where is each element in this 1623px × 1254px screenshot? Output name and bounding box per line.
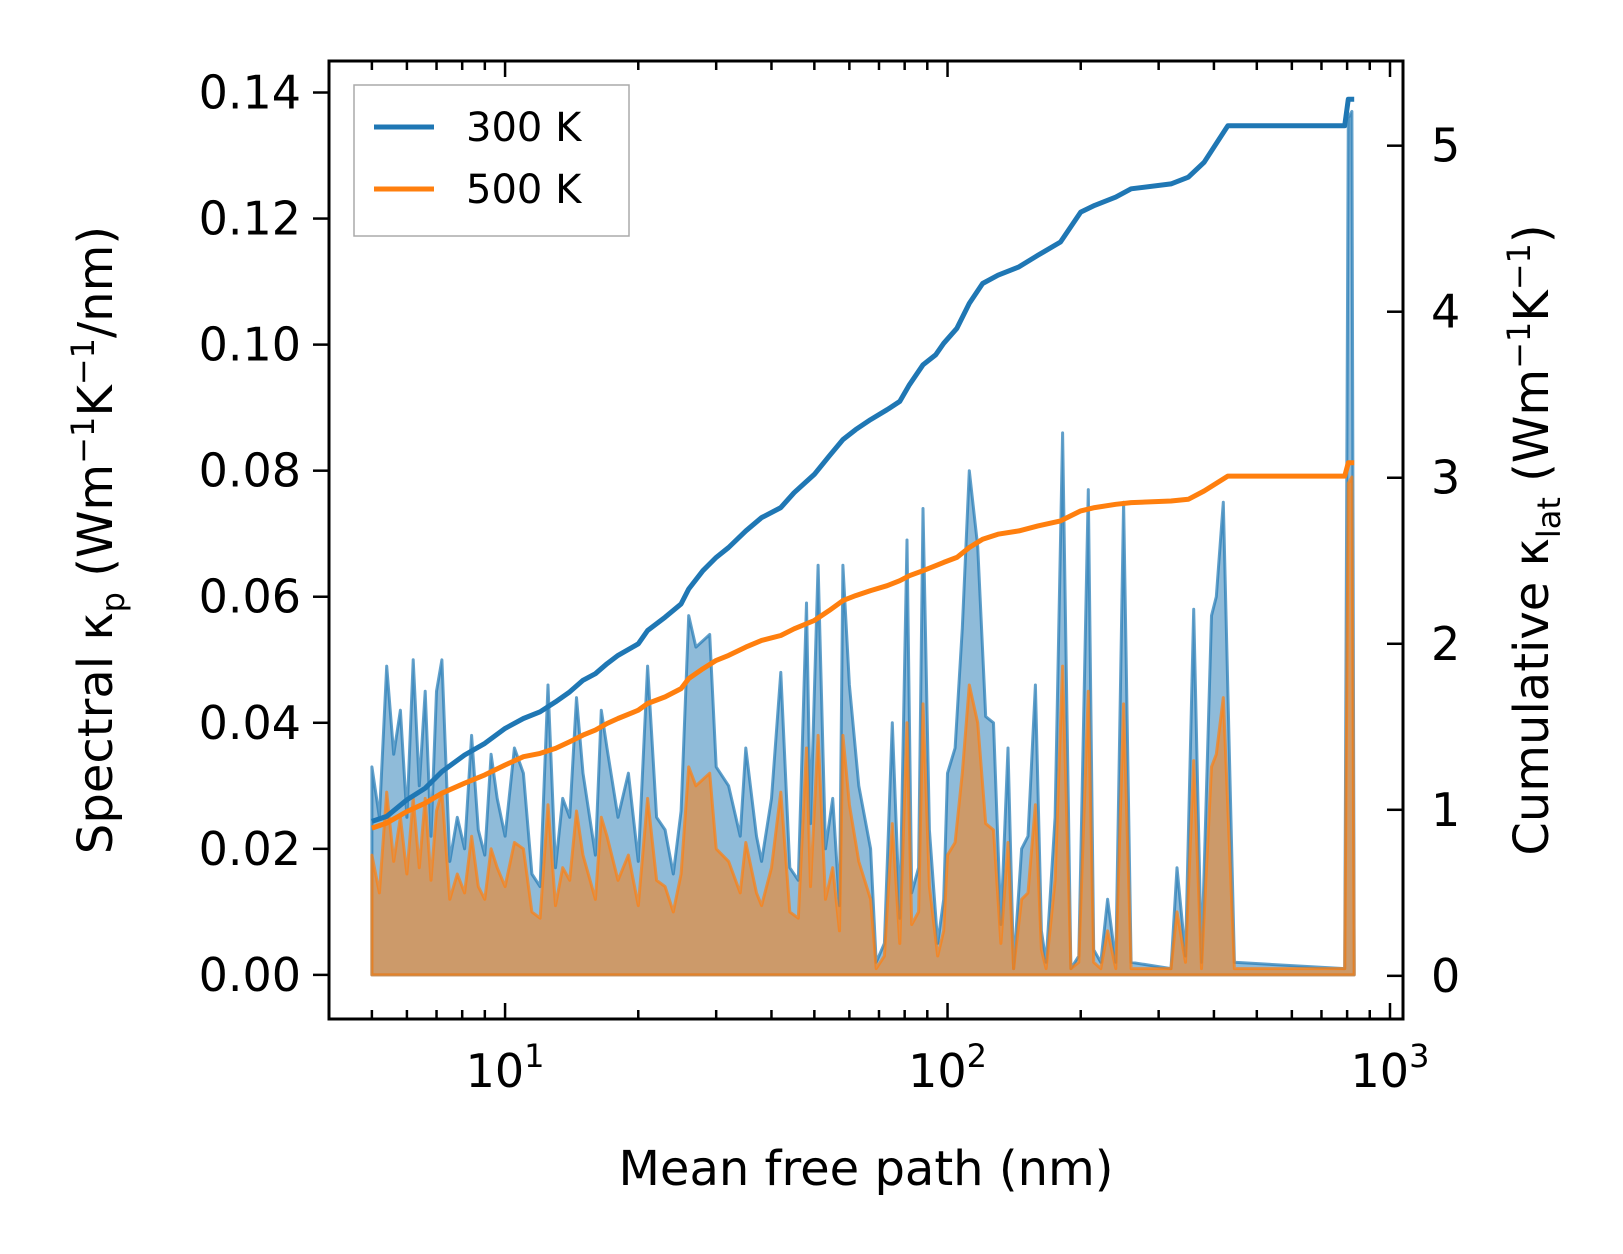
y-left-title-sub: p xyxy=(94,592,132,612)
legend: 300 K 500 K xyxy=(353,84,630,237)
cumulative-line-300k xyxy=(371,96,1355,824)
y-left-tick-label: 0.08 xyxy=(199,444,301,498)
x-tick-base: 10 xyxy=(1351,1044,1410,1098)
y-right-title-suffix: ) xyxy=(1504,224,1560,243)
y-right-title-mid: K xyxy=(1504,289,1560,322)
legend-label-500k: 500 K xyxy=(466,167,583,213)
x-axis-title: Mean free path (nm) xyxy=(619,1141,1114,1197)
y-left-title-prefix: Spectral κ xyxy=(68,612,124,854)
x-tick-exponent: 1 xyxy=(524,1037,544,1075)
y-right-tick-label: 1 xyxy=(1431,783,1460,837)
y-left-title-mid: K xyxy=(68,384,124,417)
y-left-axis-title: Spectral κp (Wm−1K−1/nm) xyxy=(64,226,132,854)
spectral-area-500k xyxy=(370,475,1356,977)
y-left-title-units: (Wm xyxy=(68,464,124,592)
y-right-tick-label: 5 xyxy=(1431,119,1460,173)
plot-frame xyxy=(327,59,1405,1021)
legend-label-300k: 300 K xyxy=(466,105,583,151)
y-right-tick-label: 0 xyxy=(1431,949,1460,1003)
y-left-tick-label: 0.02 xyxy=(199,822,301,876)
y-right-title-units: (Wm xyxy=(1504,369,1560,497)
cumulative-line-500k xyxy=(371,460,1355,831)
x-tick-base: 10 xyxy=(908,1044,967,1098)
y-left-title-exp1: −1 xyxy=(64,417,102,464)
x-tick-exponent: 2 xyxy=(967,1037,987,1075)
y-right-title-prefix: Cumulative κ xyxy=(1504,538,1560,856)
y-right-axis-title: Cumulative κlat (Wm−1K−1) xyxy=(1500,224,1568,855)
y-right-tick-label: 3 xyxy=(1431,451,1460,505)
y-left-tick-label: 0.14 xyxy=(199,66,301,120)
y-left-tick-label: 0.06 xyxy=(199,570,301,624)
y-left-title-exp2: −1 xyxy=(64,338,102,385)
y-left-tick-label: 0.12 xyxy=(199,192,301,246)
y-right-tick-label: 4 xyxy=(1431,285,1460,339)
x-tick-exponent: 3 xyxy=(1409,1037,1429,1075)
y-left-title-suffix: /nm) xyxy=(68,226,124,338)
y-left-tick-label: 0.04 xyxy=(199,696,301,750)
y-right-title-exp2: −1 xyxy=(1500,243,1538,290)
x-tick-label: 102 xyxy=(908,1037,987,1098)
y-left-tick-label: 0.10 xyxy=(199,318,301,372)
y-right-tick-label: 2 xyxy=(1431,617,1460,671)
legend-box xyxy=(353,84,630,237)
y-left-tick-label: 0.00 xyxy=(199,948,301,1002)
x-tick-label: 101 xyxy=(466,1037,545,1098)
x-tick-base: 10 xyxy=(466,1044,525,1098)
y-right-title-sub: lat xyxy=(1530,497,1568,538)
x-tick-label: 103 xyxy=(1351,1037,1430,1098)
y-right-title-exp1: −1 xyxy=(1500,322,1538,369)
